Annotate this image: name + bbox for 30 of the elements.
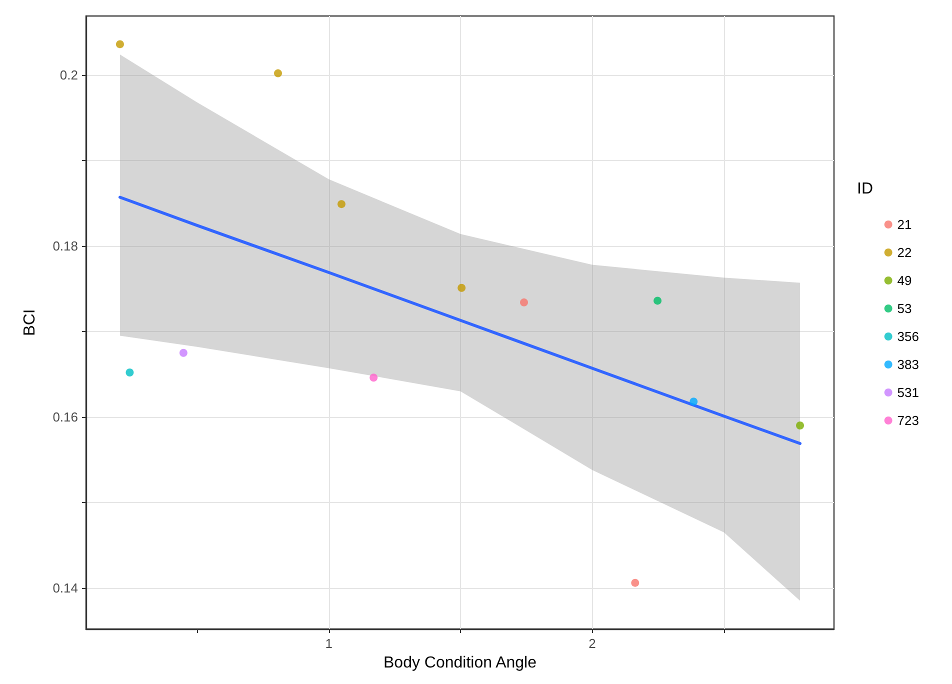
point — [520, 298, 528, 306]
point — [796, 422, 804, 430]
point — [126, 368, 134, 377]
x-tick-label: 2 — [588, 636, 596, 651]
point — [631, 578, 640, 587]
point — [458, 284, 466, 292]
legend-label: 383 — [897, 357, 920, 372]
y-tick-label: 0.16 — [52, 409, 78, 424]
legend-label: 21 — [897, 217, 912, 232]
x-axis-title: Body Condition Angle — [384, 654, 537, 672]
y-tick-label: 0.14 — [52, 580, 78, 596]
point — [274, 69, 282, 78]
point — [370, 374, 378, 382]
legend-label: 356 — [897, 329, 920, 344]
legend-label: 531 — [897, 385, 920, 400]
legend-label: 723 — [897, 413, 920, 428]
y-tick-label: 0.18 — [52, 238, 78, 254]
x-tick-label: 1 — [325, 636, 332, 651]
legend-title: ID — [857, 180, 873, 198]
line-series — [118, 196, 802, 445]
point — [116, 40, 124, 48]
y-tick-label: 0.2 — [60, 67, 78, 82]
y-axis-title: BCI — [22, 309, 38, 336]
legend-label: 53 — [897, 301, 912, 316]
point — [179, 348, 188, 357]
point — [654, 296, 662, 305]
point — [337, 200, 346, 208]
point — [690, 398, 698, 406]
legend-label: 49 — [897, 273, 912, 288]
legend-label: 22 — [897, 245, 912, 260]
